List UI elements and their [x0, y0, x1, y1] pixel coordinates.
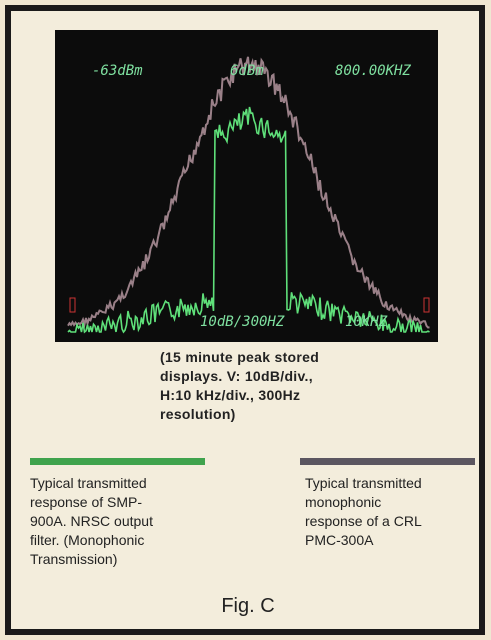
legend-line: 900A. NRSC output	[30, 513, 153, 529]
legend-line: Typical transmitted	[305, 475, 422, 491]
screen-label: 800.00KHZ	[335, 63, 411, 79]
figure: -63dBm 6dBm 800.00KHZ 10dB/300HZ 10KHZ (…	[0, 0, 491, 640]
screen-label: 10dB/300HZ	[200, 314, 285, 330]
legend-swatch-green	[30, 458, 205, 465]
legend-line: filter. (Monophonic	[30, 532, 144, 548]
screen-label: -63dBm	[92, 63, 143, 79]
caption-line: H:10 kHz/div., 300Hz	[160, 387, 300, 403]
caption-line: resolution)	[160, 406, 236, 422]
legend-line: response of SMP-	[30, 494, 142, 510]
legend-line: PMC-300A	[305, 532, 374, 548]
legend-line: response of a CRL	[305, 513, 422, 529]
caption-line: displays. V: 10dB/div.,	[160, 368, 313, 384]
figure-label: Fig. C	[221, 595, 274, 617]
screen-label: 10KHZ	[345, 314, 388, 330]
screen-label: 6dBm	[230, 63, 264, 79]
caption-line: (15 minute peak stored	[160, 349, 319, 365]
legend-line: monophonic	[305, 494, 381, 510]
legend-line: Typical transmitted	[30, 475, 147, 491]
legend-swatch-gray	[300, 458, 475, 465]
legend-line: Transmission)	[30, 551, 117, 567]
